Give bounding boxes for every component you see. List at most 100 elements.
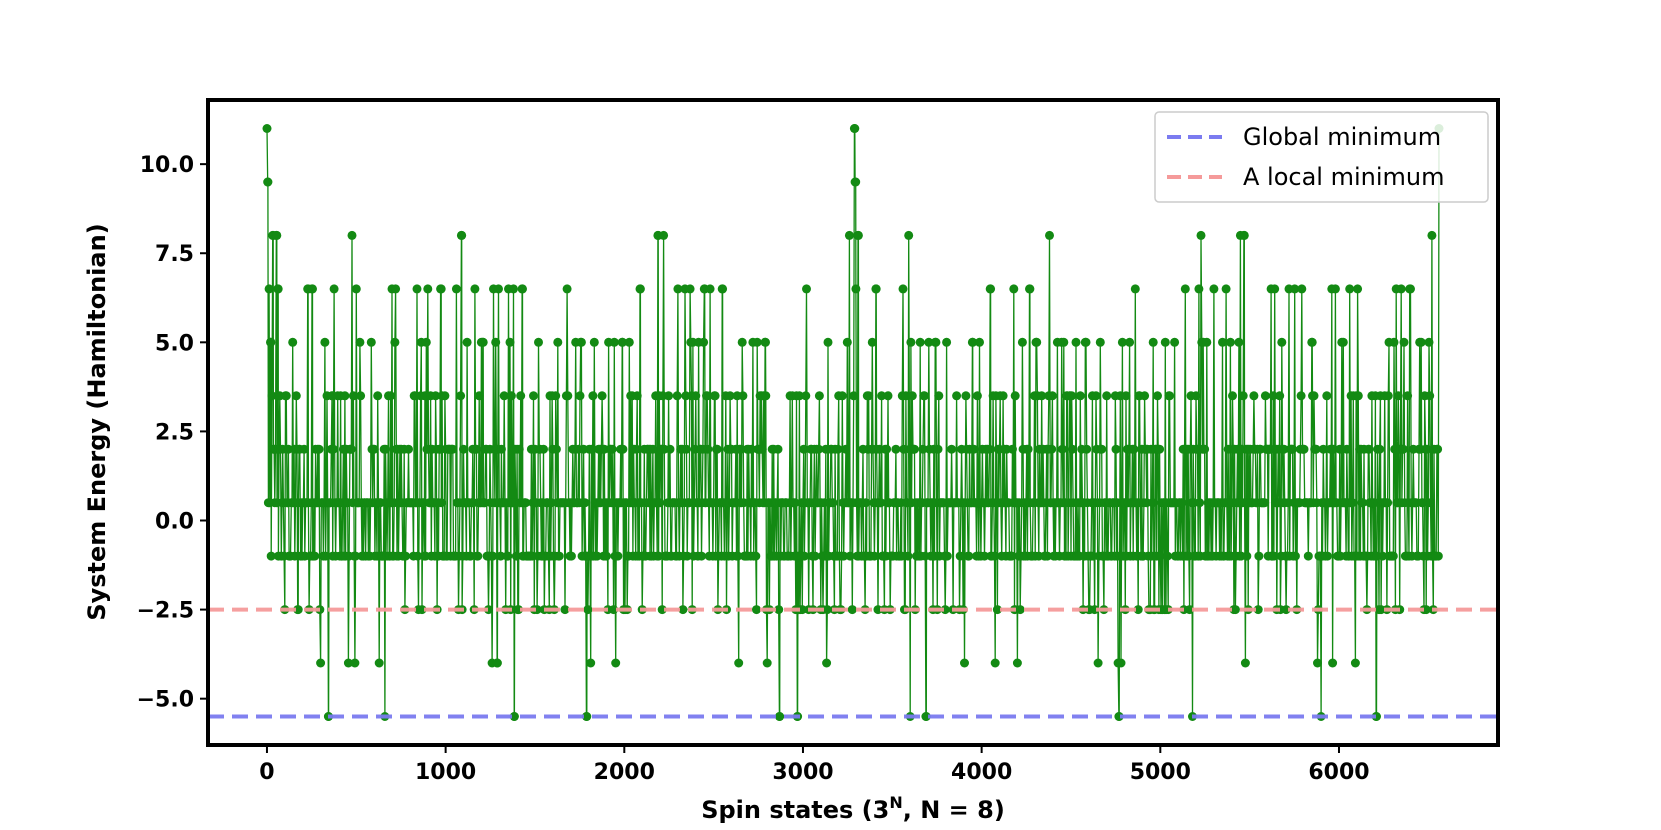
energy-point [915,337,925,347]
energy-point [1345,284,1355,294]
energy-point [1218,337,1227,347]
energy-point [473,551,483,561]
energy-point [589,337,599,347]
energy-point [837,391,847,401]
energy-point [1358,498,1368,508]
y-tick-label: 10.0 [140,153,194,178]
energy-point [1057,444,1067,454]
data-layer [262,124,1444,721]
energy-point [618,337,627,347]
x-tick-label: 6000 [1308,760,1369,785]
energy-point [436,498,446,508]
energy-point [725,391,735,401]
energy-point [601,551,611,561]
energy-point [417,605,427,615]
energy-point [592,551,602,561]
energy-point [1296,391,1306,401]
energy-point [657,605,667,615]
x-axis-label: Spin states (3N, N = 8) [701,793,1005,824]
x-axis-label-tail: , N = 8) [903,796,1005,824]
energy-point [952,391,962,401]
energy-point [751,551,761,561]
energy-point [790,498,800,508]
energy-point [264,284,274,294]
energy-point [1406,284,1415,294]
energy-point [272,230,282,240]
energy-point [1372,712,1381,721]
energy-point [747,444,756,454]
energy-point [421,337,431,347]
energy-point [586,658,596,668]
energy-point [1185,605,1195,615]
energy-point [1393,391,1403,401]
energy-point [702,391,712,401]
energy-point [1010,391,1020,401]
x-tick-label: 0 [259,760,274,785]
energy-point [876,498,886,508]
energy-point [1202,337,1212,347]
energy-point [1268,391,1278,401]
energy-point [703,444,713,454]
energy-point [1297,284,1307,294]
energy-point [942,551,952,561]
y-axis-label: System Energy (Hamiltonian) [83,223,111,620]
energy-point [842,337,852,347]
energy-point [1037,391,1047,401]
energy-point [351,284,361,294]
energy-point [1075,391,1085,401]
energy-point [1313,658,1322,668]
energy-point [1025,284,1035,294]
energy-point [288,337,298,347]
energy-point [972,391,982,401]
energy-point [509,712,519,721]
energy-point [1254,551,1264,561]
energy-point [1009,284,1019,294]
energy-point [814,444,824,454]
energy-point [931,337,941,347]
energy-point [1155,444,1165,454]
energy-point [340,391,350,401]
energy-point [412,284,422,294]
energy-point [1290,284,1300,294]
energy-point [1309,391,1319,401]
energy-point [861,498,871,508]
energy-point [992,605,1002,615]
energy-point [961,391,971,401]
energy-point [373,391,383,401]
energy-point [1433,444,1443,454]
energy-point [1240,658,1250,668]
energy-point [314,444,324,454]
energy-point [1012,658,1022,668]
energy-point [293,605,303,615]
energy-point [1383,498,1393,508]
energy-point [1388,551,1398,561]
energy-point [903,551,913,561]
energy-point [1328,658,1338,668]
energy-point [947,444,957,454]
energy-point [1130,284,1140,294]
energy-point [1148,337,1158,347]
energy-point [1375,444,1385,454]
energy-point [1299,444,1309,454]
energy-point [799,444,809,454]
energy-point [1279,444,1289,454]
energy-point [588,391,598,401]
energy-point [697,551,706,561]
energy-point [762,658,772,668]
energy-point [1396,284,1406,294]
energy-point [496,444,506,454]
energy-point [1047,444,1057,454]
energy-point [423,284,433,294]
energy-point [1421,605,1431,615]
energy-point [906,337,916,347]
energy-point [920,391,929,401]
y-tick-label: 7.5 [155,242,194,267]
energy-point [635,284,645,294]
x-axis-label-main: Spin states (3 [701,796,889,824]
energy-point [801,391,811,401]
energy-point [757,444,767,454]
energy-point [478,337,488,347]
energy-point [849,391,859,401]
energy-point [1422,444,1432,454]
